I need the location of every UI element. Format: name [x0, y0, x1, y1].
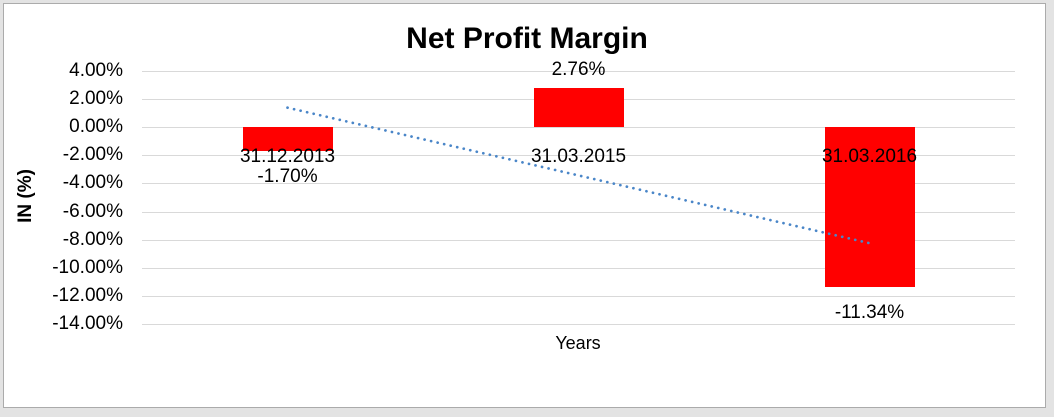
y-tick-label: -14.00%: [52, 313, 123, 334]
gridline: [142, 267, 1015, 269]
gridline: [142, 71, 1015, 72]
bar: [824, 127, 915, 287]
category-label: 31.03.2016: [821, 146, 918, 168]
y-tick-label: -6.00%: [62, 200, 123, 222]
y-tick-label: 2.00%: [69, 88, 123, 110]
gridline: [142, 324, 1015, 325]
y-tick-label: -10.00%: [52, 256, 123, 278]
chart-title: Net Profit Margin: [406, 22, 648, 55]
gridline: [142, 211, 1015, 213]
y-tick-label: -8.00%: [62, 228, 123, 250]
gridline: [142, 183, 1015, 185]
y-tick-label: -4.00%: [62, 172, 123, 194]
data-label: -1.70%: [257, 166, 318, 188]
gridline: [142, 155, 1015, 157]
category-label: 31.03.2015: [530, 146, 627, 168]
gridline: [142, 239, 1015, 241]
bar: [242, 127, 333, 152]
gridline: [142, 127, 1015, 129]
category-label: 31.12.2013: [239, 146, 336, 168]
data-label: 2.76%: [551, 59, 606, 81]
data-label: -11.34%: [834, 301, 905, 323]
y-tick-label: -12.00%: [52, 284, 123, 306]
x-axis-title: Years: [555, 333, 601, 353]
y-tick-label: 0.00%: [69, 116, 123, 138]
y-axis-title: IN (%): [15, 169, 36, 223]
y-tick-label: -2.00%: [62, 144, 123, 166]
y-tick-label: 4.00%: [69, 60, 123, 81]
gridline: [142, 295, 1015, 297]
bar: [533, 88, 624, 128]
